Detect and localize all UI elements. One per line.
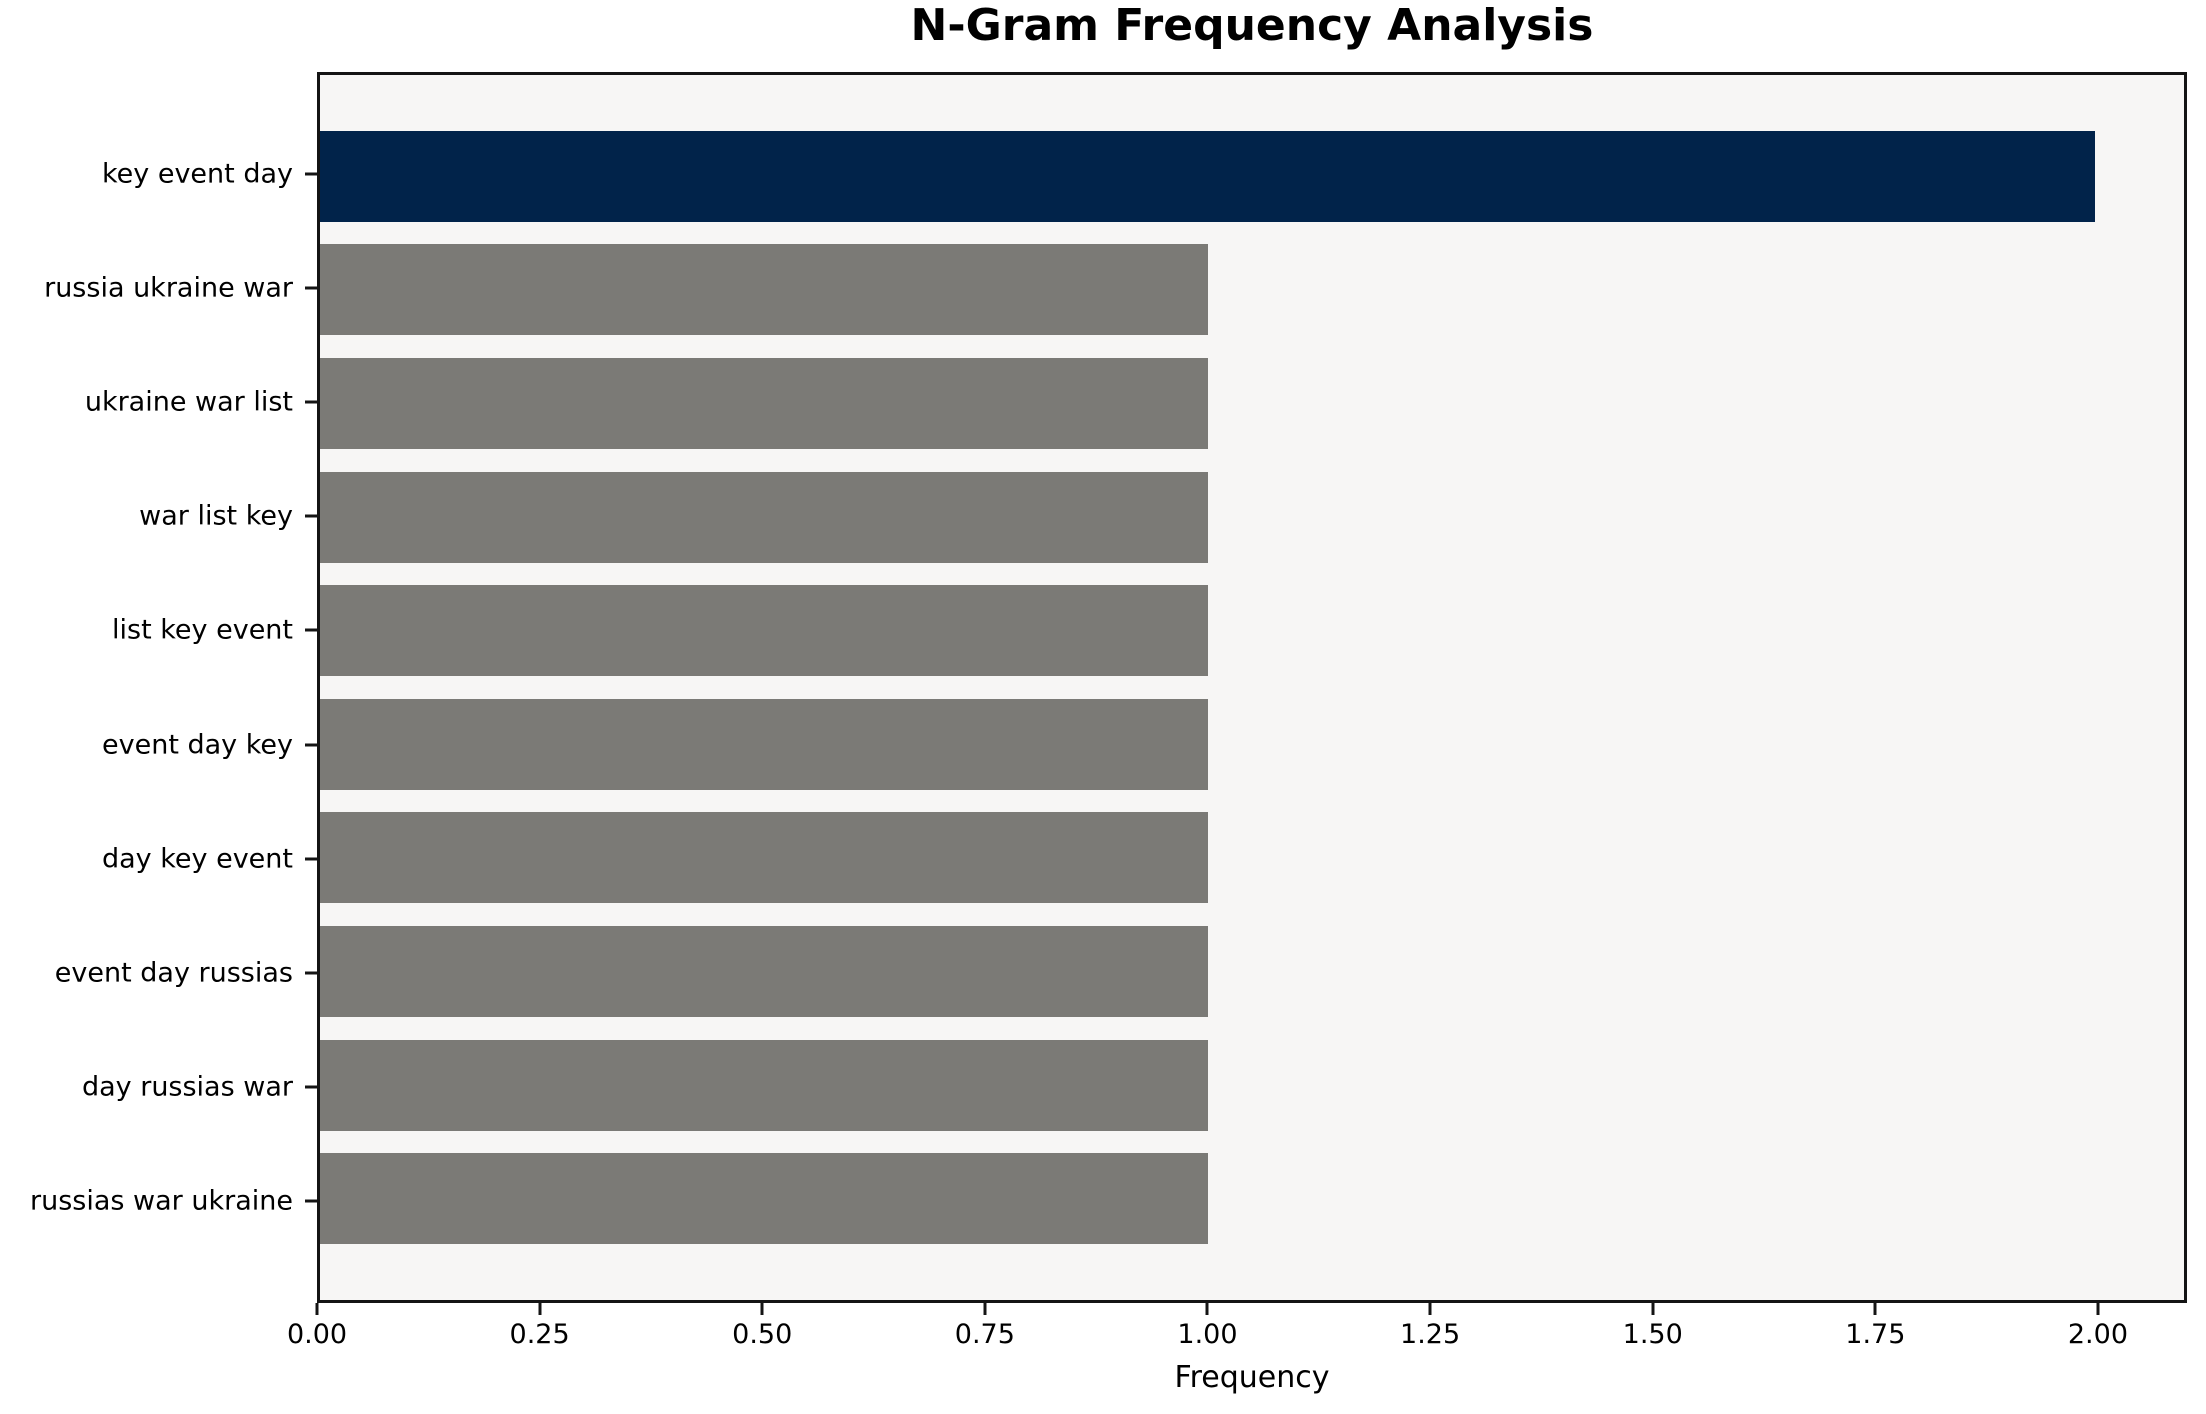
y-tick bbox=[305, 857, 317, 861]
x-tick bbox=[2096, 1303, 2100, 1315]
bar-ukraine-war-list bbox=[320, 357, 1208, 449]
x-tick-label: 1.75 bbox=[1845, 1319, 1906, 1350]
x-tick-label: 1.00 bbox=[1177, 1319, 1238, 1350]
bar-key-event-day bbox=[320, 130, 2096, 222]
plot-area bbox=[317, 72, 2187, 1303]
bar-event-day-russias bbox=[320, 926, 1208, 1017]
y-label-ukraine-war-list: ukraine war list bbox=[84, 386, 293, 418]
bar-event-day-key bbox=[320, 698, 1208, 790]
x-tick bbox=[760, 1303, 764, 1315]
x-tick-label: 0.75 bbox=[954, 1319, 1015, 1350]
y-tick bbox=[305, 1199, 317, 1203]
bar-list-key-event bbox=[320, 585, 1208, 677]
y-tick bbox=[305, 286, 317, 290]
x-tick bbox=[983, 1303, 987, 1315]
bar-day-key-event bbox=[320, 812, 1208, 904]
y-label-russias-war-ukraine: russias war ukraine bbox=[30, 1185, 293, 1217]
y-tick bbox=[305, 514, 317, 518]
x-tick bbox=[1428, 1303, 1432, 1315]
x-tick-label: 1.25 bbox=[1400, 1319, 1461, 1350]
x-tick bbox=[1205, 1303, 1209, 1315]
x-tick-label: 1.50 bbox=[1622, 1319, 1683, 1350]
x-tick bbox=[1873, 1303, 1877, 1315]
x-tick bbox=[538, 1303, 542, 1315]
y-tick bbox=[305, 971, 317, 975]
bar-war-list-key bbox=[320, 471, 1208, 563]
x-tick bbox=[1651, 1303, 1655, 1315]
y-label-event-day-russias: event day russias bbox=[54, 957, 293, 989]
bar-russia-ukraine-war bbox=[320, 244, 1208, 336]
x-tick-label: 0.00 bbox=[286, 1319, 348, 1350]
y-axis-labels: key event day russia ukraine war ukraine w… bbox=[0, 72, 293, 1303]
x-tick bbox=[315, 1303, 319, 1315]
bar-day-russias-war bbox=[320, 1039, 1208, 1131]
y-tick bbox=[305, 628, 317, 632]
chart-title: N-Gram Frequency Analysis bbox=[910, 0, 1594, 51]
y-tick bbox=[305, 1085, 317, 1089]
x-tick-label: 0.50 bbox=[732, 1319, 793, 1350]
y-label-day-russias-war: day russias war bbox=[81, 1071, 293, 1103]
y-label-war-list-key: war list key bbox=[139, 500, 293, 532]
x-axis-label: Frequency bbox=[1174, 1360, 1330, 1395]
y-tick bbox=[305, 172, 317, 176]
y-label-event-day-key: event day key bbox=[102, 729, 293, 761]
bar-russias-war-ukraine bbox=[320, 1153, 1208, 1245]
y-label-list-key-event: list key event bbox=[112, 614, 293, 646]
y-tick bbox=[305, 743, 317, 747]
y-label-key-event-day: key event day bbox=[102, 158, 293, 190]
y-label-day-key-event: day key event bbox=[102, 843, 293, 875]
x-tick-label: 0.25 bbox=[509, 1319, 570, 1350]
y-label-russia-ukraine-war: russia ukraine war bbox=[44, 272, 293, 304]
x-tick-label: 2.00 bbox=[2067, 1319, 2128, 1350]
y-tick bbox=[305, 400, 317, 404]
